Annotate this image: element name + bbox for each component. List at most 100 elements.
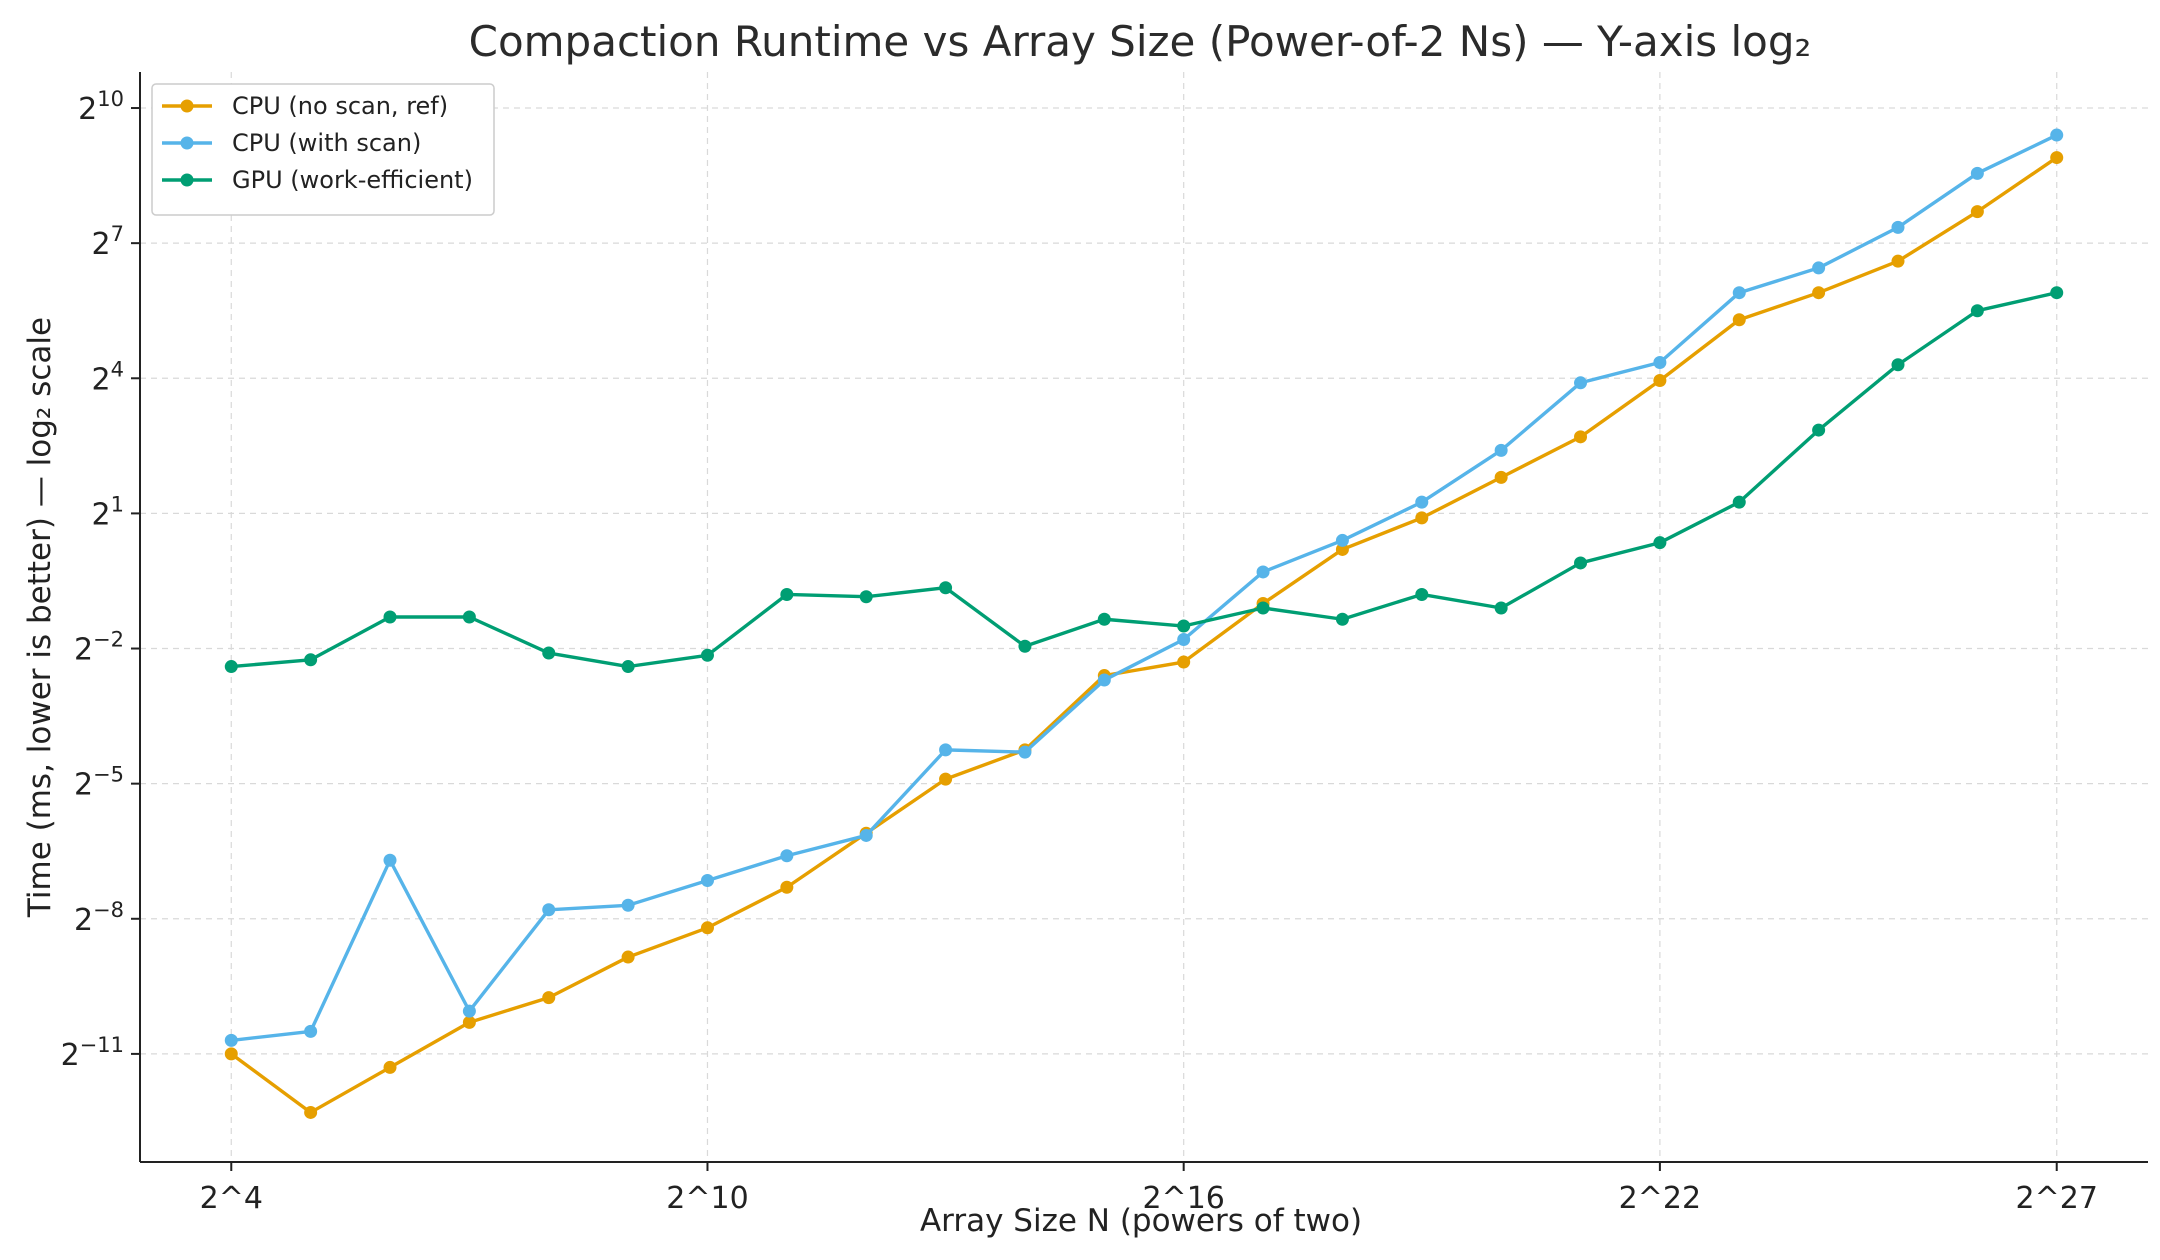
y-tick-exponent: 7	[111, 222, 124, 246]
data-point	[2050, 151, 2064, 165]
data-point	[304, 1105, 318, 1119]
data-point	[1574, 376, 1588, 390]
data-point	[1494, 470, 1508, 484]
data-point	[1177, 619, 1191, 633]
legend-box	[151, 83, 495, 216]
x-tick-label: 2^4	[200, 1181, 263, 1216]
series	[224, 128, 2064, 1119]
y-tick-base: 2	[74, 903, 93, 938]
data-point	[1891, 254, 1905, 268]
data-point	[700, 648, 714, 662]
series-3	[224, 286, 2064, 674]
series-2	[224, 128, 2064, 1047]
data-point	[1732, 495, 1746, 509]
data-point	[1335, 612, 1349, 626]
x-axis-label: Array Size N (powers of two)	[920, 1203, 1362, 1239]
chart-title: Compaction Runtime vs Array Size (Power-…	[469, 17, 1812, 66]
legend-item: CPU (with scan)	[162, 129, 421, 157]
data-point	[1891, 220, 1905, 234]
legend-swatch-marker	[180, 173, 194, 187]
x-axis-ticks: 2^4 2^10 2^16 2^22 2^27	[200, 1162, 2098, 1216]
y-tick-exponent: −5	[93, 763, 124, 787]
data-point	[1335, 533, 1349, 547]
data-point	[780, 880, 794, 894]
data-point	[542, 991, 556, 1005]
data-point	[1256, 601, 1270, 615]
y-tick-exponent: −2	[93, 628, 124, 652]
data-point	[383, 1060, 397, 1074]
data-point	[1097, 673, 1111, 687]
data-point	[2050, 286, 2064, 300]
data-point	[939, 743, 953, 757]
y-tick-label: 2−2	[74, 628, 124, 668]
data-point	[1970, 304, 1984, 318]
data-point	[1732, 313, 1746, 327]
data-point	[700, 873, 714, 887]
y-tick-label: 210	[78, 87, 124, 127]
data-point	[1653, 356, 1667, 370]
y-tick-label: 27	[92, 222, 124, 262]
data-point	[1177, 655, 1191, 669]
data-point	[224, 660, 238, 674]
data-point	[1177, 633, 1191, 647]
y-tick-exponent: 4	[111, 357, 124, 381]
data-point	[304, 653, 318, 667]
data-point	[939, 581, 953, 595]
data-point	[1018, 639, 1032, 653]
y-tick-exponent: 1	[111, 492, 124, 516]
data-point	[859, 590, 873, 604]
y-tick-exponent: −8	[93, 898, 124, 922]
data-point	[1256, 565, 1270, 579]
y-axis-label: Time (ms, lower is better) — log₂ scale	[22, 317, 58, 918]
data-point	[1653, 374, 1667, 388]
data-point	[542, 903, 556, 917]
data-point	[859, 828, 873, 842]
data-point	[1574, 430, 1588, 444]
data-point	[780, 849, 794, 863]
data-point	[224, 1047, 238, 1061]
x-tick-label: 2^16	[1142, 1181, 1224, 1216]
data-point	[1415, 587, 1429, 601]
data-point	[780, 587, 794, 601]
data-point	[939, 772, 953, 786]
y-tick-label: 2−5	[74, 763, 124, 803]
data-point	[621, 660, 635, 674]
y-tick-base: 2	[92, 497, 111, 532]
data-point	[1415, 495, 1429, 509]
data-point	[1415, 511, 1429, 525]
axes	[139, 72, 2148, 1163]
y-tick-label: 2−11	[61, 1033, 124, 1073]
data-point	[304, 1024, 318, 1038]
data-point	[1812, 286, 1826, 300]
data-point	[1494, 601, 1508, 615]
data-point	[1970, 166, 1984, 180]
x-tick-label: 2^27	[2016, 1181, 2098, 1216]
data-point	[700, 921, 714, 935]
y-tick-base: 2	[74, 633, 93, 668]
y-tick-base: 2	[78, 92, 97, 127]
data-point	[1335, 542, 1349, 556]
data-point	[462, 610, 476, 624]
data-point	[542, 646, 556, 660]
legend-item: CPU (no scan, ref)	[162, 92, 448, 120]
y-tick-base: 2	[92, 227, 111, 262]
legend-label: CPU (no scan, ref)	[232, 92, 448, 120]
data-point	[1970, 205, 1984, 219]
data-point	[1018, 745, 1032, 759]
data-point	[1494, 443, 1508, 457]
y-tick-exponent: 10	[97, 87, 124, 111]
x-tick-label: 2^22	[1619, 1181, 1701, 1216]
y-tick-base: 2	[74, 768, 93, 803]
y-tick-base: 2	[92, 362, 111, 397]
data-point	[1732, 286, 1746, 300]
data-point	[1812, 423, 1826, 437]
data-point	[383, 610, 397, 624]
data-point	[1812, 261, 1826, 275]
data-point	[1653, 536, 1667, 550]
legend-label: GPU (work-efficient)	[232, 166, 473, 194]
y-tick-label: 2−8	[74, 898, 124, 938]
data-point	[621, 950, 635, 964]
y-tick-label: 21	[92, 492, 124, 532]
